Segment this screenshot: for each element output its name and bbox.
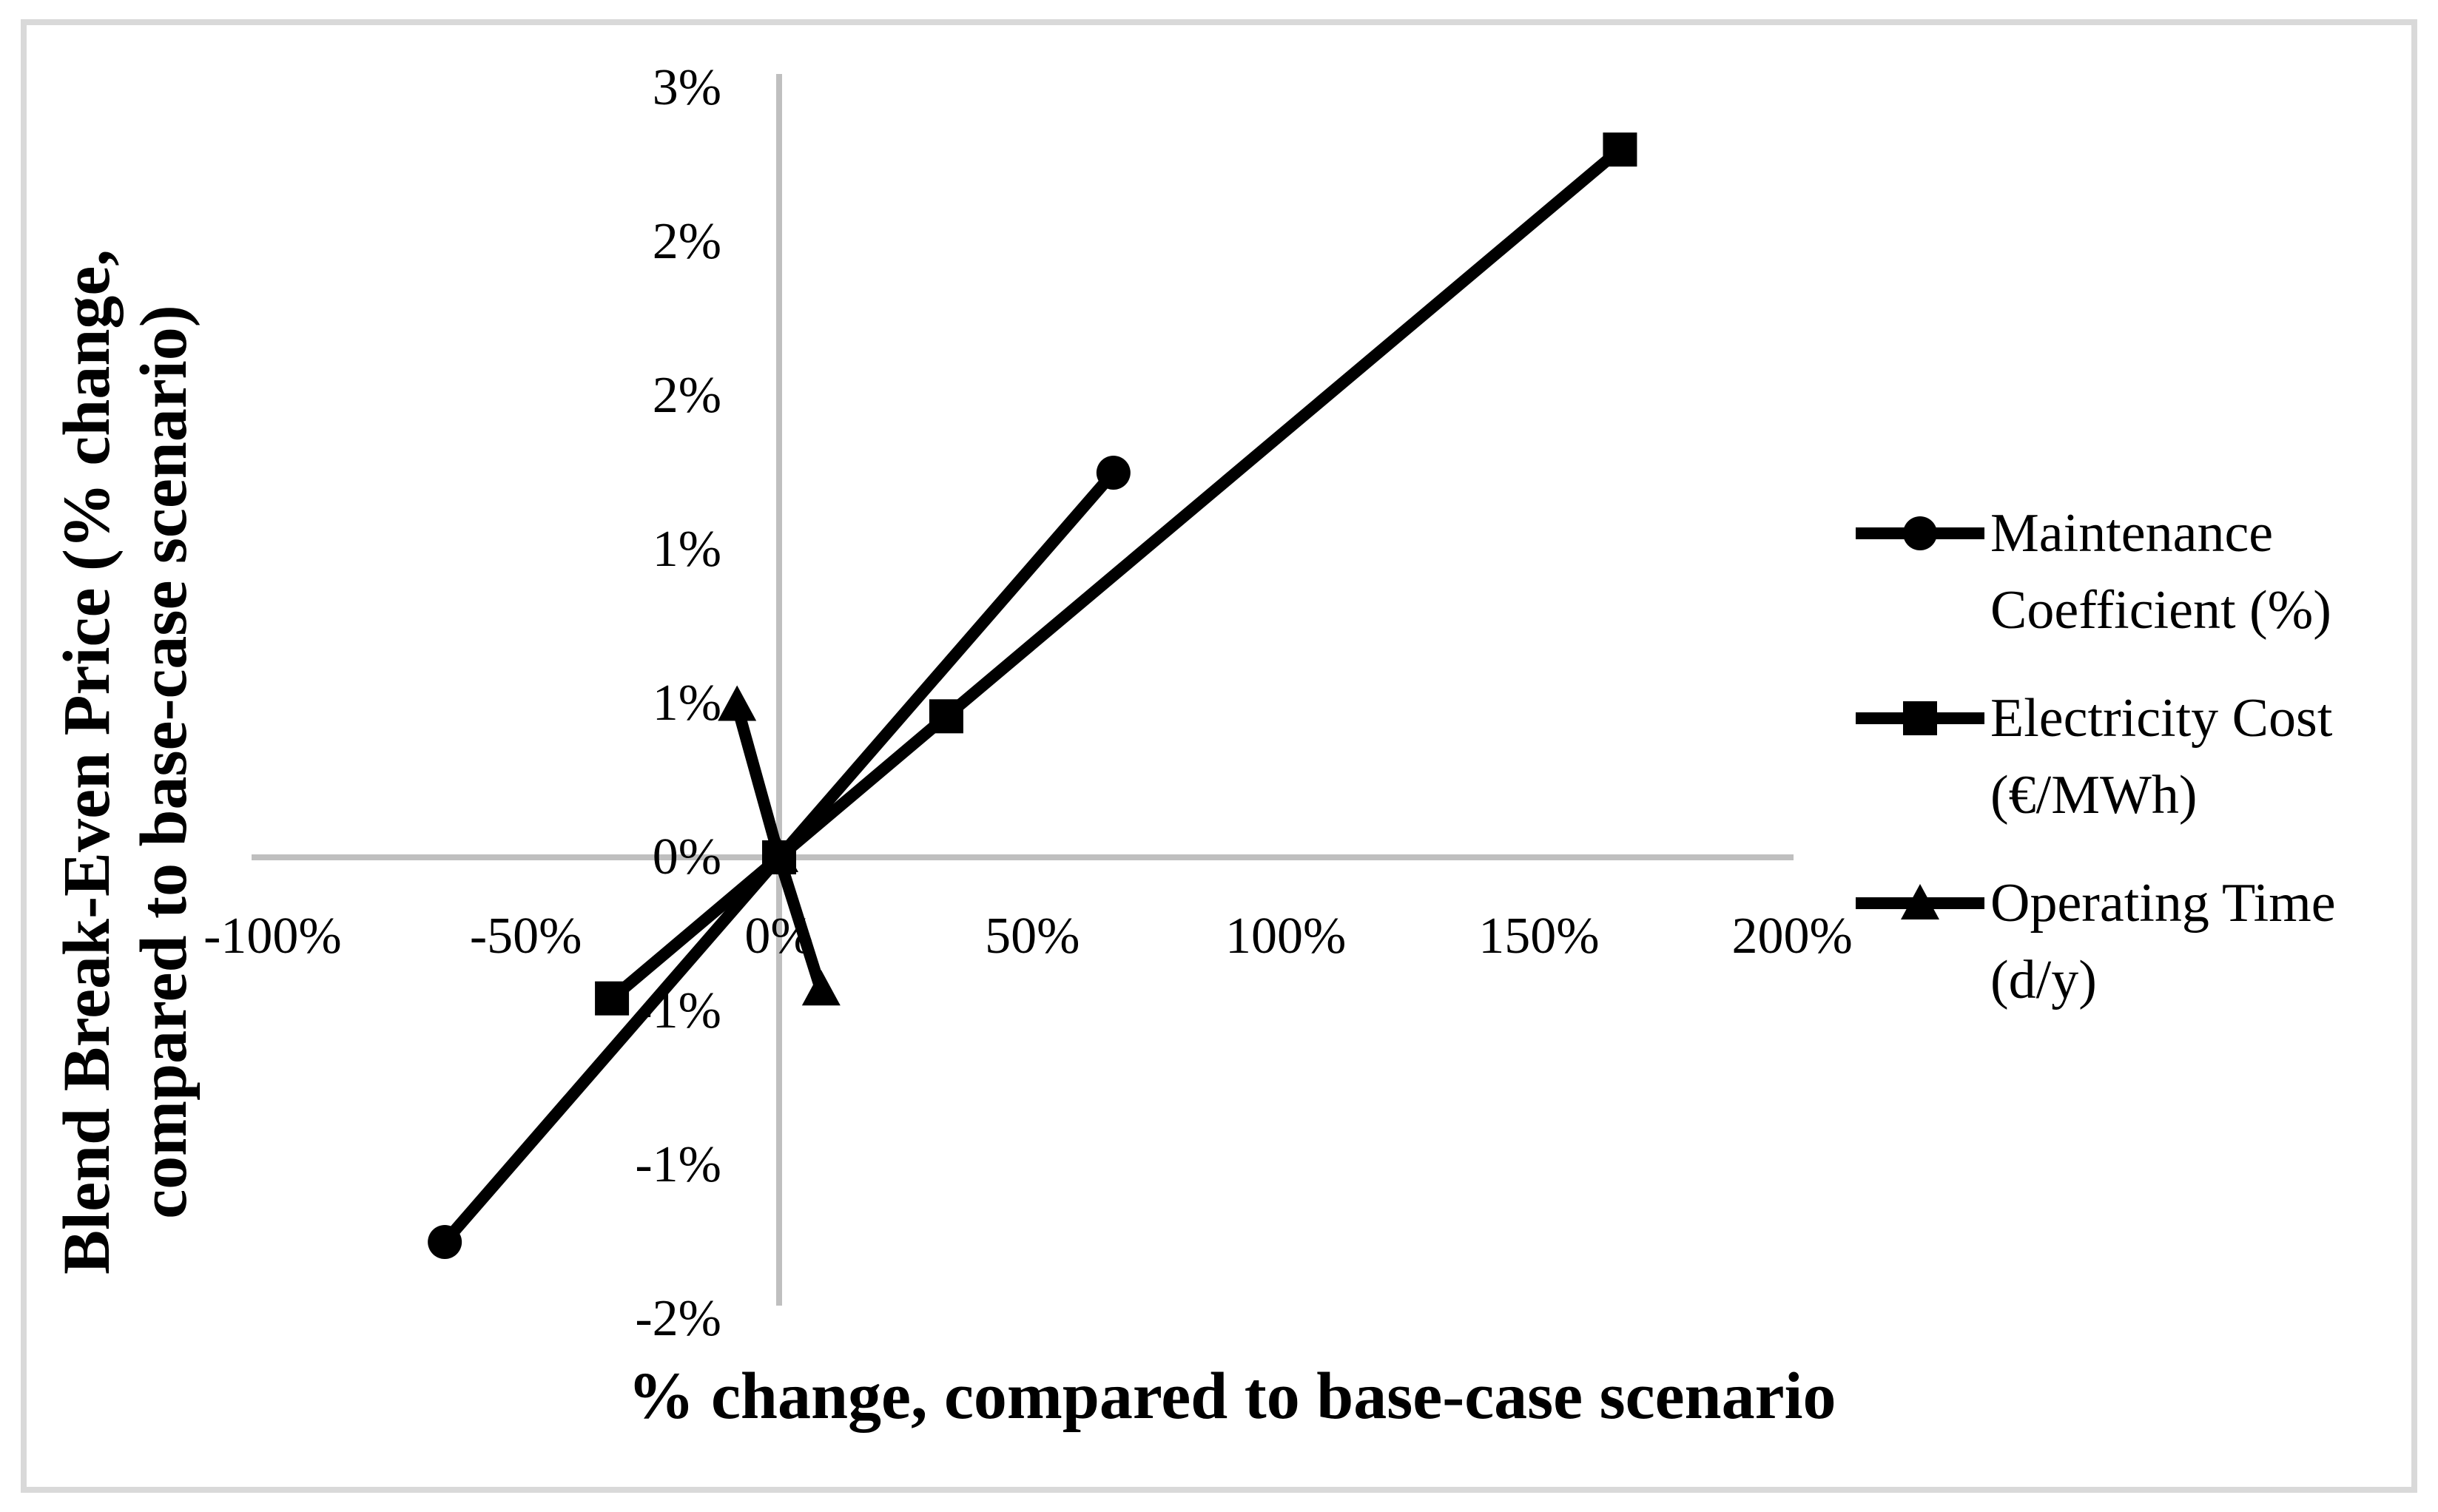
data-point-maintenance-coefficient bbox=[428, 1225, 462, 1260]
x-tick-label: 200% bbox=[1731, 908, 1853, 965]
legend-item-operating-time: Operating Time (d/y) bbox=[1853, 865, 2336, 1019]
y-tick-label: -2% bbox=[635, 1290, 721, 1347]
chart-frame-border bbox=[21, 19, 2417, 1493]
series-line-electricity-cost bbox=[607, 145, 1624, 1003]
y-tick-label: -1% bbox=[635, 1136, 721, 1193]
x-tick-label: -50% bbox=[469, 908, 582, 965]
legend-label-maintenance-line2: Coefficient (%) bbox=[1990, 580, 2331, 641]
circle-marker-icon bbox=[1856, 516, 1984, 550]
legend-item-electricity-cost: Electricity Cost (€/MWh) bbox=[1853, 680, 2336, 834]
y-axis-title-line2: compared to base-case scenario) bbox=[127, 305, 201, 1219]
data-point-electricity-cost bbox=[929, 699, 963, 734]
y-tick-label: -1% bbox=[635, 982, 721, 1039]
x-tick-label: 150% bbox=[1478, 908, 1600, 965]
y-axis-title-line1: Blend Break-Even Price (% change, bbox=[50, 249, 124, 1275]
legend: Maintenance Coefficient (%) Electricity … bbox=[1853, 495, 2336, 1019]
square-marker-icon bbox=[1856, 701, 1984, 735]
legend-label-electricity-line2: (€/MWh) bbox=[1990, 765, 2198, 826]
data-point-operating-time bbox=[801, 970, 841, 1006]
legend-item-maintenance-coefficient: Maintenance Coefficient (%) bbox=[1853, 495, 2336, 649]
legend-label-operating-line1: Operating Time bbox=[1990, 873, 2336, 934]
data-point-maintenance-coefficient bbox=[1096, 455, 1131, 490]
y-tick-label: 3% bbox=[652, 58, 721, 116]
y-tick-label: 2% bbox=[652, 212, 721, 270]
data-point-electricity-cost bbox=[1603, 132, 1637, 167]
y-tick-label: 1% bbox=[652, 674, 721, 732]
y-tick-label: 1% bbox=[652, 520, 721, 578]
y-tick-label: 0% bbox=[652, 828, 721, 885]
data-point-electricity-cost bbox=[595, 981, 630, 1016]
legend-label-maintenance-line1: Maintenance bbox=[1990, 503, 2274, 564]
data-point-operating-time bbox=[760, 837, 798, 872]
x-axis-title: % change, compared to base-case scenario bbox=[627, 1360, 1836, 1433]
y-tick-label: 2% bbox=[652, 366, 721, 424]
x-tick-label: -100% bbox=[203, 908, 342, 965]
x-tick-label: 0% bbox=[744, 908, 814, 965]
data-point-operating-time bbox=[718, 685, 757, 721]
legend-label-electricity-line1: Electricity Cost bbox=[1990, 688, 2333, 749]
x-tick-label: 100% bbox=[1225, 908, 1347, 965]
x-tick-label: 50% bbox=[985, 908, 1080, 965]
legend-label-operating-line2: (d/y) bbox=[1990, 950, 2097, 1010]
y-axis-title: Blend Break-Even Price (% change, compar… bbox=[49, 249, 203, 1275]
triangle-marker-icon bbox=[1856, 884, 1984, 919]
